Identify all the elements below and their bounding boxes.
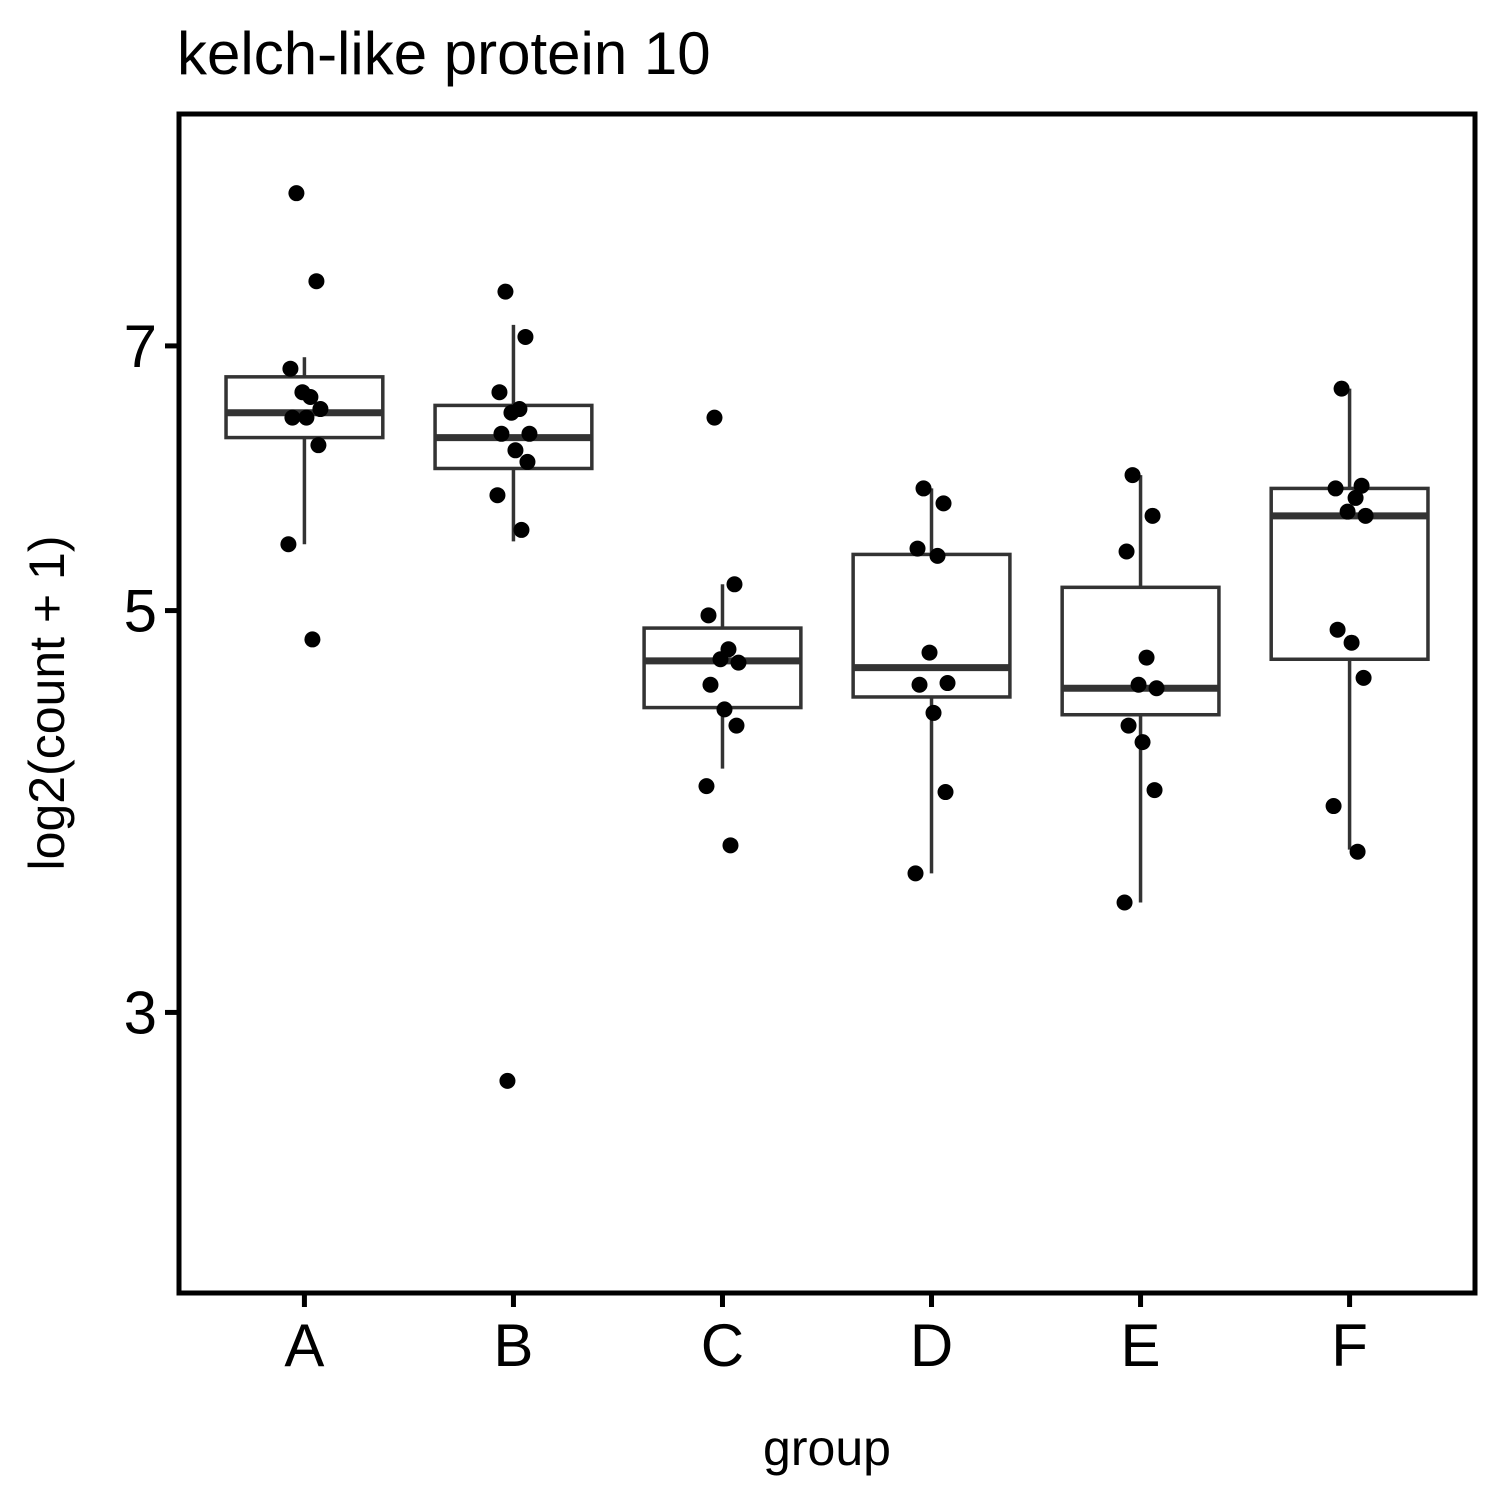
box-c [642,626,803,710]
point-c-3 [700,607,717,624]
point-b-10 [489,487,506,504]
x-tick-label-c: C [701,1312,744,1379]
point-b-12 [499,1072,516,1089]
point-e-5 [1130,676,1147,693]
y-axis: 3 5 7 [124,313,179,1046]
point-e-7 [1120,717,1137,734]
point-e-9 [1146,782,1163,799]
point-b-11 [513,521,530,538]
point-d-5 [921,644,938,661]
point-d-4 [929,547,946,564]
point-b-7 [493,425,510,442]
point-d-9 [937,784,954,801]
point-c-9 [728,717,745,734]
point-b-1 [497,283,514,300]
point-a-6 [312,401,329,418]
point-a-8 [298,409,315,426]
point-d-1 [915,480,932,497]
point-b-8 [507,442,524,459]
point-f-7 [1329,621,1346,638]
point-d-7 [911,676,928,693]
point-a-10 [280,536,297,553]
point-c-10 [698,778,715,795]
point-f-9 [1355,669,1372,686]
point-a-1 [288,185,305,202]
panel-border [176,111,1478,1296]
point-d-2 [935,495,952,512]
point-e-6 [1148,680,1165,697]
point-a-2 [308,273,325,290]
box-d [851,552,1012,699]
point-f-6 [1357,507,1374,524]
point-f-4 [1347,489,1364,506]
point-c-5 [712,651,729,668]
point-e-8 [1134,734,1151,751]
point-b-5 [503,404,520,421]
y-axis-title: log2(count + 1) [19,536,75,871]
point-e-1 [1124,467,1141,484]
point-d-10 [907,865,924,882]
point-f-3 [1327,480,1344,497]
point-c-8 [716,701,733,718]
point-b-6 [521,425,538,442]
point-a-5 [294,384,311,401]
point-c-7 [702,676,719,693]
point-c-1 [706,409,723,426]
y-tick-label-5: 5 [124,578,157,645]
point-e-4 [1138,649,1155,666]
x-tick-label-e: E [1121,1312,1161,1379]
point-a-7 [284,409,301,426]
point-f-8 [1343,634,1360,651]
x-axis-title: group [763,1420,891,1476]
x-axis: A B C D E F [284,1293,1368,1379]
point-f-11 [1349,843,1366,860]
y-tick-label-3: 3 [124,979,157,1046]
y-tick-label-7: 7 [124,313,157,380]
point-c-2 [726,576,743,593]
point-f-10 [1325,798,1342,815]
x-tick-label-f: F [1331,1312,1368,1379]
point-f-1 [1333,380,1350,397]
point-f-5 [1339,503,1356,520]
point-d-8 [925,704,942,721]
point-c-6 [730,654,747,671]
point-c-11 [722,837,739,854]
boxes-layer [224,324,1430,903]
point-a-3 [282,360,299,377]
point-e-10 [1116,894,1133,911]
x-tick-label-a: A [284,1312,324,1379]
points-layer [280,185,1374,1089]
x-tick-label-d: D [910,1312,953,1379]
point-b-2 [517,328,534,345]
box-e [1060,585,1221,717]
point-b-9 [519,453,536,470]
x-tick-label-b: B [493,1312,533,1379]
point-d-3 [909,540,926,557]
point-e-3 [1118,543,1135,560]
point-e-2 [1144,507,1161,524]
point-a-11 [304,631,321,648]
point-a-9 [310,437,327,454]
chart-title: kelch-like protein 10 [177,20,711,87]
point-f-2 [1353,477,1370,494]
point-b-3 [491,384,508,401]
point-d-6 [939,675,956,692]
